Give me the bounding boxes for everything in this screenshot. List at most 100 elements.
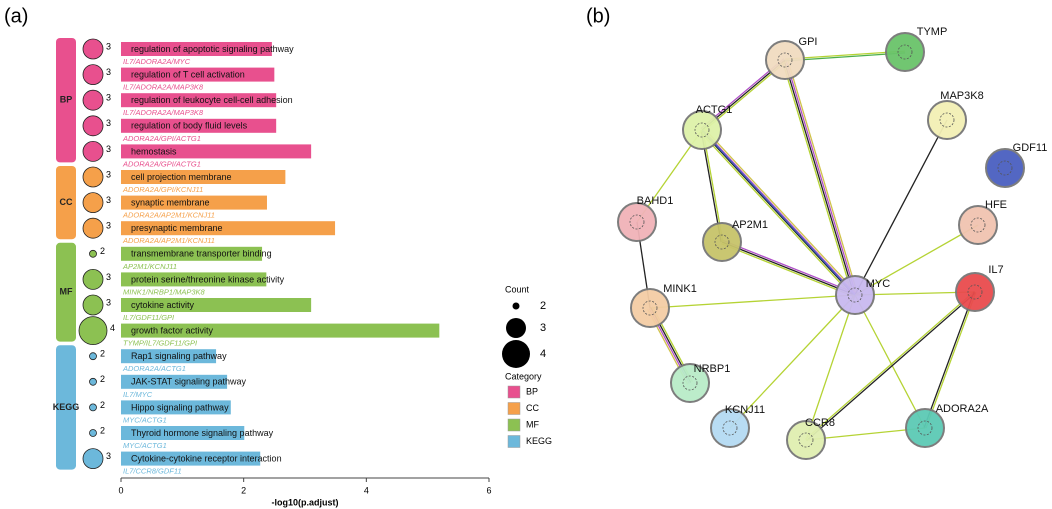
legend-title: Category bbox=[505, 371, 542, 381]
legend-dot bbox=[502, 340, 530, 368]
network-edge bbox=[804, 290, 975, 440]
count-dot bbox=[89, 403, 97, 412]
count-dot bbox=[82, 38, 104, 60]
network-edge bbox=[783, 60, 855, 296]
network-node bbox=[958, 205, 998, 245]
count-dot bbox=[82, 448, 104, 470]
count-dot bbox=[89, 249, 97, 258]
gene-label: IL7/CCR8/GDF11 bbox=[123, 467, 182, 476]
count-label: 3 bbox=[106, 221, 111, 231]
count-label: 3 bbox=[106, 195, 111, 205]
count-dot bbox=[78, 316, 108, 346]
network-node bbox=[885, 32, 925, 72]
bar bbox=[121, 426, 245, 440]
count-dot bbox=[82, 89, 104, 111]
count-dot bbox=[82, 268, 104, 290]
term-label: protein serine/threonine kinase activity bbox=[131, 274, 285, 284]
node-structure bbox=[629, 214, 645, 230]
bar bbox=[121, 170, 286, 184]
gene-label: IL7/MYC bbox=[123, 390, 153, 399]
node-label: MINK1 bbox=[663, 283, 697, 295]
count-dot bbox=[89, 377, 97, 386]
count-label: 3 bbox=[106, 169, 111, 179]
node-structure bbox=[694, 122, 710, 138]
term-label: presynaptic membrane bbox=[131, 223, 223, 233]
gene-label: IL7/GDF11/GPI bbox=[123, 313, 174, 322]
network-node bbox=[702, 222, 742, 262]
legend-label: 2 bbox=[540, 300, 546, 312]
bar bbox=[121, 195, 267, 210]
bar bbox=[121, 67, 275, 82]
count-label: 2 bbox=[100, 246, 105, 256]
node-structure bbox=[970, 217, 986, 233]
network-edge bbox=[786, 59, 859, 295]
network-edge bbox=[854, 224, 979, 296]
node-structure bbox=[722, 420, 738, 436]
count-label: 3 bbox=[106, 67, 111, 77]
legend-swatch bbox=[507, 402, 521, 415]
term-label: Thyroid hormone signaling pathway bbox=[131, 428, 274, 438]
x-tick-label: 6 bbox=[486, 485, 491, 495]
node-structure bbox=[967, 284, 983, 300]
gene-label: MINK1/NRBP1/MAP3K8 bbox=[123, 287, 206, 296]
panel-label: (a) bbox=[4, 5, 28, 27]
network-edge bbox=[785, 59, 857, 295]
x-tick-label: 4 bbox=[364, 485, 369, 495]
legend-swatch bbox=[507, 418, 521, 432]
legend-label: MF bbox=[526, 419, 539, 429]
network-node bbox=[985, 148, 1025, 188]
gene-label: IL7/ADORA2A/MAP3K8 bbox=[123, 108, 204, 117]
term-label: regulation of body fluid levels bbox=[131, 121, 248, 131]
legend-label: 4 bbox=[540, 348, 546, 360]
x-tick-label: 2 bbox=[241, 485, 246, 495]
network-edge bbox=[806, 292, 977, 442]
count-label: 2 bbox=[100, 400, 105, 410]
bar bbox=[121, 144, 312, 159]
bar bbox=[121, 118, 277, 133]
network-edge bbox=[784, 50, 905, 60]
bar bbox=[121, 298, 312, 312]
gene-label: MYC/ACTG1 bbox=[123, 415, 167, 424]
gene-label: ADORA2A/AP2M1/KCNJ11 bbox=[122, 236, 215, 245]
group-box bbox=[56, 38, 76, 163]
network-edge bbox=[649, 294, 856, 309]
network-edge bbox=[925, 292, 977, 429]
count-label: 2 bbox=[100, 349, 105, 359]
network-edge bbox=[854, 294, 926, 429]
network-edge bbox=[785, 52, 906, 62]
network-edge bbox=[699, 131, 854, 298]
gene-label: IL7/ADORA2A/MAP3K8 bbox=[123, 83, 204, 92]
group-label: MF bbox=[60, 287, 73, 297]
count-dot bbox=[82, 140, 104, 162]
count-dot bbox=[89, 429, 97, 437]
network-node bbox=[617, 202, 657, 242]
term-label: cell projection membrane bbox=[131, 172, 232, 182]
legend-swatch bbox=[507, 435, 521, 448]
legend-title: Count bbox=[505, 284, 530, 294]
count-label: 3 bbox=[106, 118, 111, 128]
network-node bbox=[682, 110, 722, 150]
term-label: regulation of apoptotic signaling pathwa… bbox=[131, 44, 294, 54]
group-label: BP bbox=[60, 95, 73, 105]
bar bbox=[121, 221, 336, 236]
bar bbox=[121, 349, 217, 364]
term-label: transmembrane transporter binding bbox=[131, 249, 272, 259]
group-label: KEGG bbox=[53, 402, 80, 412]
group-box bbox=[56, 166, 76, 240]
network-node bbox=[927, 100, 967, 140]
node-structure bbox=[682, 375, 698, 391]
node-structure bbox=[917, 420, 933, 436]
term-label: Cytokine-cytokine receptor interaction bbox=[131, 453, 282, 463]
term-label: Hippo signaling pathway bbox=[131, 402, 229, 412]
network-node bbox=[835, 275, 875, 315]
node-label: TYMP bbox=[917, 26, 948, 38]
legend-label: CC bbox=[526, 403, 539, 413]
network-edge bbox=[701, 129, 856, 296]
count-label: 2 bbox=[100, 425, 105, 435]
count-label: 3 bbox=[106, 297, 111, 307]
network-edge bbox=[722, 239, 856, 294]
bar bbox=[121, 451, 261, 466]
count-label: 3 bbox=[106, 272, 111, 282]
network-edge bbox=[781, 60, 854, 296]
